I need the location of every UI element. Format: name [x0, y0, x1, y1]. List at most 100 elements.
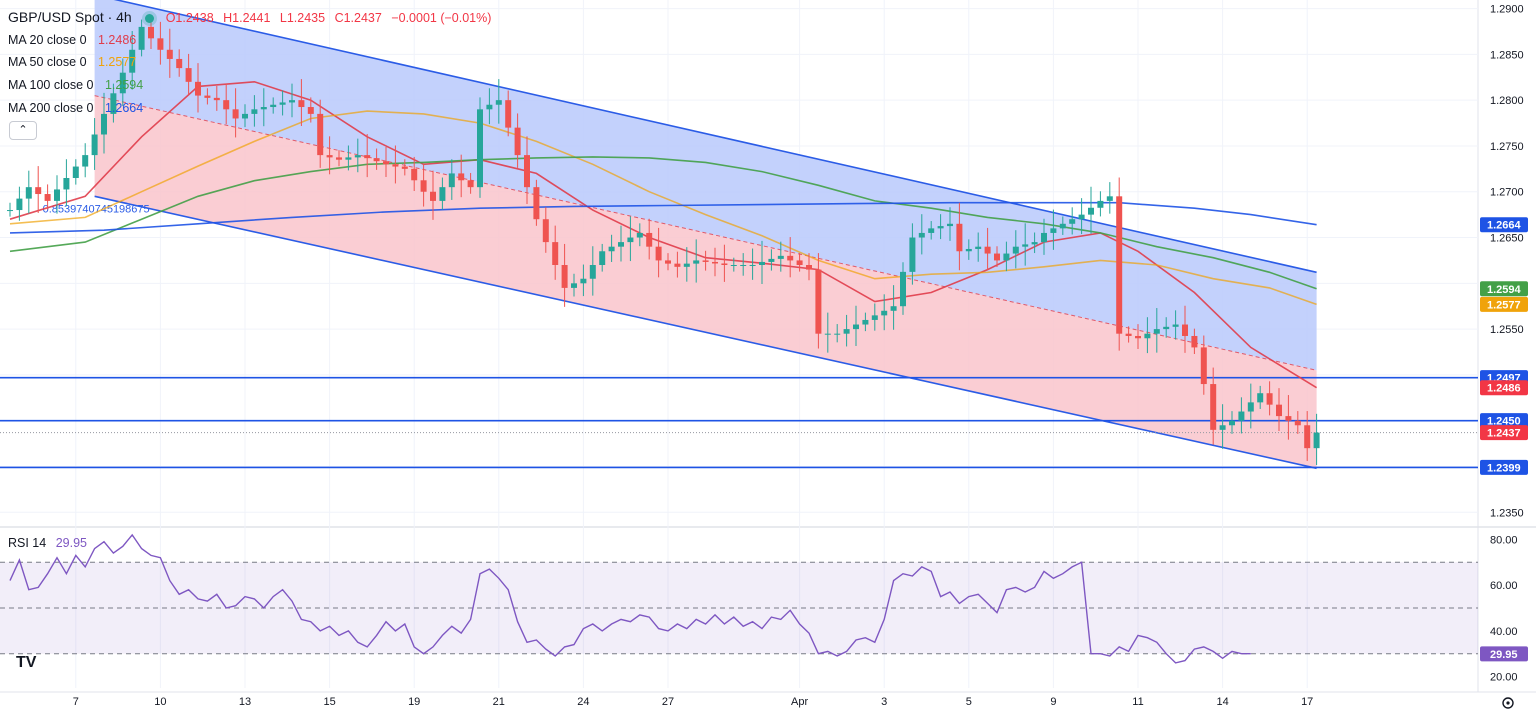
- candle-body[interactable]: [401, 166, 408, 169]
- candle-body[interactable]: [1304, 425, 1311, 449]
- candle-body[interactable]: [994, 253, 1000, 261]
- candle-body[interactable]: [768, 258, 775, 262]
- candle-body[interactable]: [345, 157, 352, 160]
- candle-body[interactable]: [148, 26, 154, 39]
- candle-body[interactable]: [843, 329, 850, 334]
- candle-body[interactable]: [195, 81, 201, 96]
- candle-body[interactable]: [1041, 232, 1047, 243]
- ma100-row[interactable]: MA 100 close 0 1.2594: [8, 74, 491, 97]
- candle-body[interactable]: [1069, 219, 1076, 224]
- candle-body[interactable]: [749, 265, 756, 266]
- ma50-row[interactable]: MA 50 close 0 1.2577: [8, 51, 491, 74]
- candle-body[interactable]: [589, 265, 596, 279]
- candle-body[interactable]: [740, 265, 747, 266]
- candle-body[interactable]: [759, 261, 765, 265]
- rsi-legend[interactable]: RSI 14 29.95: [8, 536, 87, 550]
- price-tag[interactable]: [1480, 281, 1528, 297]
- candle-body[interactable]: [213, 97, 220, 101]
- candle-body[interactable]: [1182, 324, 1188, 336]
- candle-body[interactable]: [937, 226, 944, 229]
- candle-body[interactable]: [909, 237, 916, 272]
- candle-body[interactable]: [618, 242, 624, 247]
- candle-body[interactable]: [984, 246, 991, 254]
- candle-body[interactable]: [721, 263, 728, 265]
- candle-body[interactable]: [834, 333, 841, 335]
- candle-body[interactable]: [505, 100, 512, 128]
- candle-body[interactable]: [44, 194, 51, 201]
- candle-body[interactable]: [862, 319, 869, 325]
- candle-body[interactable]: [448, 173, 455, 188]
- moving-average-line[interactable]: [9, 80, 1318, 389]
- candle-body[interactable]: [54, 189, 60, 201]
- candle-body[interactable]: [251, 109, 258, 114]
- rsi-line[interactable]: [9, 533, 1251, 664]
- candle-body[interactable]: [373, 158, 380, 162]
- candle-body[interactable]: [298, 100, 305, 108]
- candle-body[interactable]: [166, 49, 173, 59]
- candle-body[interactable]: [853, 324, 859, 330]
- candle-body[interactable]: [693, 260, 700, 264]
- candle-body[interactable]: [1050, 228, 1057, 233]
- ma20-row[interactable]: MA 20 close 0 1.2486: [8, 29, 491, 52]
- candle-body[interactable]: [1031, 242, 1038, 245]
- candle-body[interactable]: [674, 263, 681, 267]
- candle-body[interactable]: [1163, 326, 1170, 330]
- candle-body[interactable]: [289, 100, 295, 103]
- candle-body[interactable]: [1229, 420, 1235, 426]
- collapse-legend-button[interactable]: ⌃: [9, 121, 37, 140]
- candle-body[interactable]: [1313, 432, 1320, 449]
- candle-body[interactable]: [477, 109, 483, 188]
- candle-body[interactable]: [336, 157, 342, 160]
- candle-body[interactable]: [317, 113, 324, 156]
- candle-body[interactable]: [806, 265, 812, 270]
- candle-body[interactable]: [204, 95, 211, 98]
- candle-body[interactable]: [458, 173, 465, 181]
- price-tag[interactable]: [1480, 217, 1528, 233]
- candle-body[interactable]: [1097, 200, 1104, 208]
- candle-body[interactable]: [1266, 393, 1273, 405]
- candle-body[interactable]: [307, 107, 314, 114]
- candle-body[interactable]: [871, 315, 878, 320]
- candle-body[interactable]: [364, 155, 371, 159]
- candle-body[interactable]: [636, 232, 643, 238]
- candle-body[interactable]: [119, 72, 126, 94]
- candle-body[interactable]: [1088, 207, 1094, 215]
- candle-body[interactable]: [35, 187, 42, 195]
- candle-body[interactable]: [1116, 196, 1123, 334]
- moving-average-line[interactable]: [9, 110, 1317, 306]
- candle-body[interactable]: [1191, 335, 1198, 348]
- candle-body[interactable]: [580, 278, 587, 284]
- candle-body[interactable]: [1172, 324, 1179, 327]
- candle-body[interactable]: [1285, 416, 1292, 421]
- tradingview-logo[interactable]: TV: [16, 654, 36, 672]
- candle-body[interactable]: [608, 246, 615, 252]
- candle-body[interactable]: [467, 180, 474, 188]
- candle-body[interactable]: [524, 155, 530, 188]
- candle-body[interactable]: [928, 228, 935, 233]
- candle-body[interactable]: [561, 265, 568, 288]
- candle-body[interactable]: [956, 223, 963, 252]
- candle-body[interactable]: [279, 102, 286, 105]
- candle-body[interactable]: [730, 265, 737, 266]
- price-tag[interactable]: [1480, 296, 1528, 312]
- candle-body[interactable]: [63, 178, 70, 190]
- candle-body[interactable]: [1022, 244, 1029, 247]
- candle-body[interactable]: [1153, 329, 1160, 334]
- candle-body[interactable]: [270, 104, 277, 108]
- candle-body[interactable]: [965, 248, 972, 252]
- candle-body[interactable]: [665, 260, 671, 264]
- candle-body[interactable]: [232, 109, 239, 119]
- candle-body[interactable]: [542, 219, 549, 243]
- candle-body[interactable]: [552, 242, 559, 265]
- price-tag[interactable]: [1480, 425, 1528, 441]
- candle-body[interactable]: [815, 269, 822, 334]
- candle-body[interactable]: [1200, 347, 1207, 385]
- gear-icon[interactable]: [1502, 697, 1514, 709]
- candle-body[interactable]: [16, 198, 23, 211]
- candle-body[interactable]: [392, 164, 399, 167]
- candle-body[interactable]: [599, 251, 606, 265]
- candle-body[interactable]: [1012, 246, 1019, 254]
- candle-body[interactable]: [7, 210, 13, 212]
- candle-body[interactable]: [571, 283, 577, 288]
